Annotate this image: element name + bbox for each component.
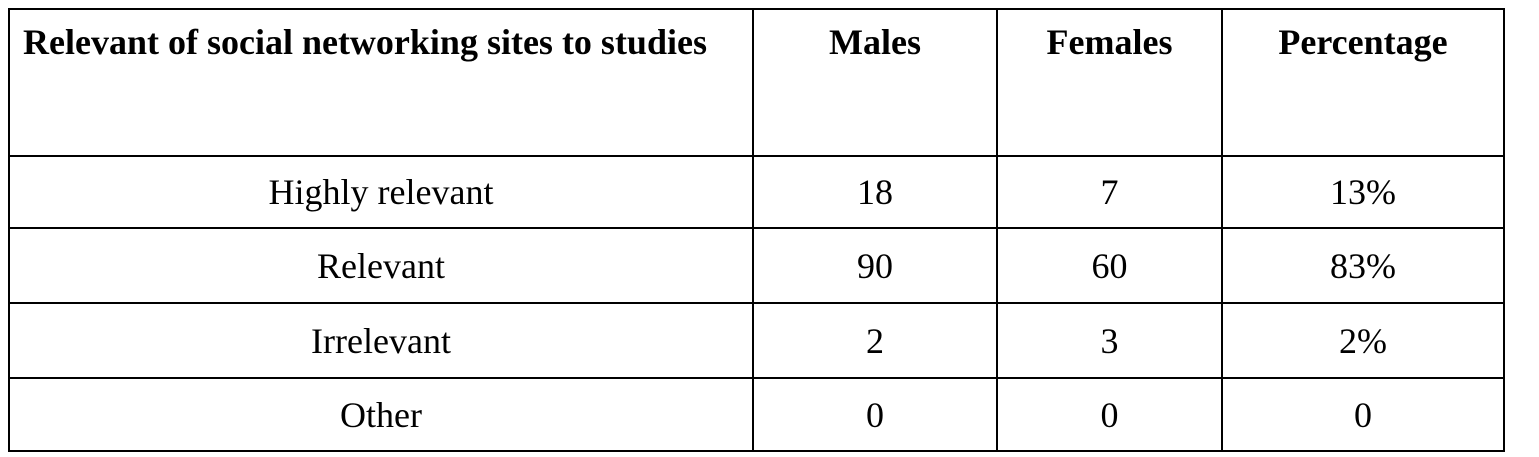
table-cell: 7 <box>996 155 1223 229</box>
table-cell: Other <box>8 377 754 452</box>
table-row: Irrelevant 2 3 2% <box>8 302 1505 379</box>
table-row: Relevant 90 60 83% <box>8 227 1505 304</box>
table-cell: 0 <box>996 377 1223 452</box>
table-cell: 60 <box>996 227 1223 304</box>
table-cell: 0 <box>752 377 998 452</box>
table-body: Highly relevant 18 7 13% Relevant 90 60 83% Irre… <box>8 155 1505 452</box>
table-cell: 90 <box>752 227 998 304</box>
header-cell: Males <box>752 8 998 157</box>
table-cell: 0 <box>1221 377 1505 452</box>
table-cell: 13% <box>1221 155 1505 229</box>
header-row: Relevant of social networking sites to s… <box>8 8 1505 157</box>
table-cell: 3 <box>996 302 1223 379</box>
header-cell: Females <box>996 8 1223 157</box>
table-cell: Relevant <box>8 227 754 304</box>
table-cell: 2 <box>752 302 998 379</box>
table-row: Other 0 0 0 <box>8 377 1505 452</box>
header-cell: Relevant of social networking sites to s… <box>8 8 754 157</box>
data-table: Relevant of social networking sites to s… <box>8 8 1505 452</box>
table-row: Highly relevant 18 7 13% <box>8 155 1505 229</box>
header-cell: Percentage <box>1221 8 1505 157</box>
table-cell: 83% <box>1221 227 1505 304</box>
table-cell: 2% <box>1221 302 1505 379</box>
table-cell: Highly relevant <box>8 155 754 229</box>
table-cell: 18 <box>752 155 998 229</box>
table-cell: Irrelevant <box>8 302 754 379</box>
